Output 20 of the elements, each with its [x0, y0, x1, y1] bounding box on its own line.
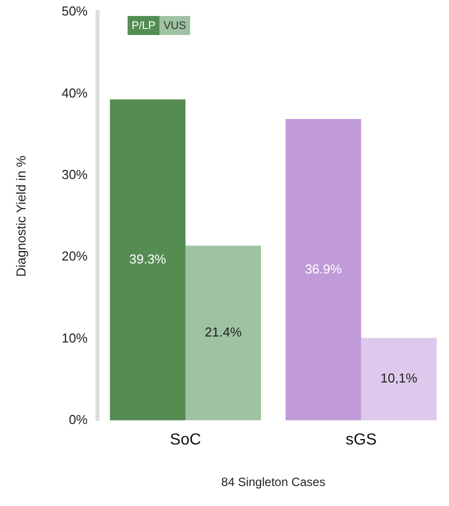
data-label: 21.4%: [204, 324, 242, 340]
x-tick-label: SoC: [170, 431, 202, 448]
y-tick-label: 40%: [62, 85, 88, 100]
bar: [110, 99, 186, 420]
y-tick-label: 30%: [62, 166, 88, 182]
y-tick-label: 20%: [62, 248, 88, 264]
y-tick-label: 10%: [62, 330, 88, 346]
y-axis-title: Diagnostic Yield in %: [13, 155, 28, 277]
x-axis-title: 84 Singleton Cases: [221, 475, 326, 490]
bar: [361, 338, 437, 420]
bar: [185, 246, 262, 420]
y-tick-label: 0%: [68, 412, 88, 427]
x-tick-label: sGS: [346, 431, 377, 448]
y-tick-label: 50%: [62, 4, 88, 19]
bar: [286, 119, 362, 420]
text: VUS: [163, 20, 186, 32]
data-label: 36.9%: [304, 261, 342, 276]
data-label: 39.3%: [129, 251, 167, 266]
data-label: 10,1%: [380, 370, 418, 386]
text: P/LP: [132, 20, 156, 32]
